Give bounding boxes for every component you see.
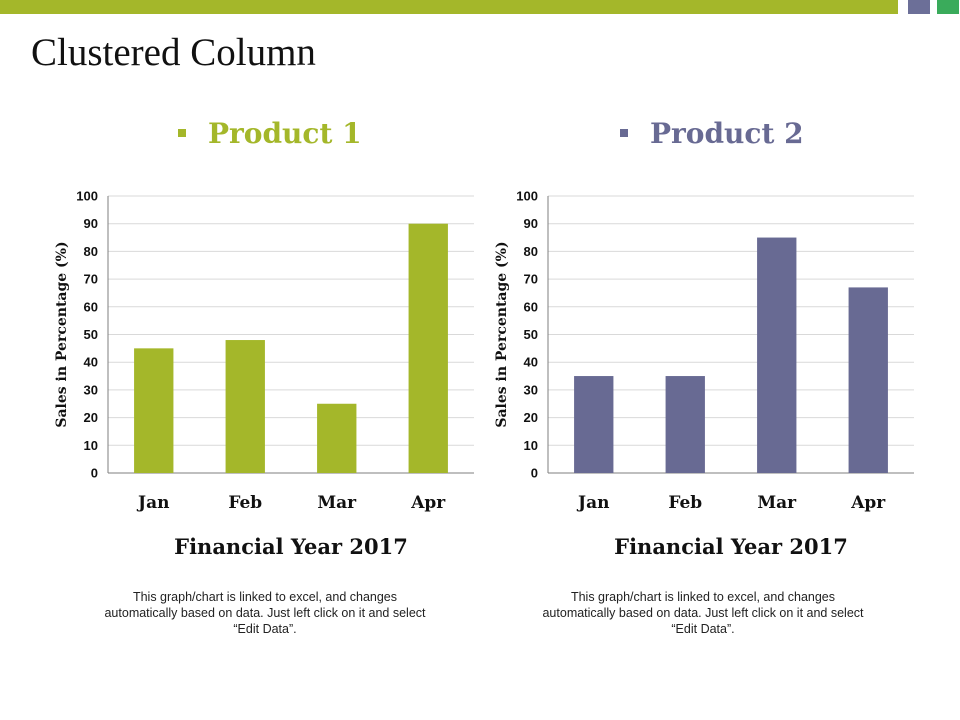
product-2-chart: 0 10 20 30 40 50 60 70 80 90 100 Jan Feb Mar Apr Financ… (494, 189, 914, 559)
legend-product-1: Product 1 (178, 114, 362, 154)
y-tick-label: 10 (524, 438, 538, 453)
y-tick-label: 100 (76, 189, 98, 204)
bar-jan (134, 348, 174, 473)
y-tick-label: 90 (84, 216, 98, 231)
product-1-chart: 0 10 20 30 40 50 60 70 80 90 100 Jan Feb Mar Apr Financ… (54, 189, 474, 559)
y-tick-label: 50 (524, 327, 538, 342)
y-tick-label: 0 (91, 466, 98, 481)
legend-label: Product 1 (208, 117, 362, 150)
y-tick-label: 90 (524, 216, 538, 231)
y-tick-label: 20 (524, 410, 538, 425)
y-tick-label: 60 (524, 299, 538, 314)
y-tick-label: 30 (524, 382, 538, 397)
x-tick-label: Feb (668, 493, 702, 513)
bar-mar (317, 403, 357, 473)
y-tick-label: 20 (84, 410, 98, 425)
x-tick-label: Jan (136, 493, 169, 513)
y-tick-label: 70 (524, 272, 538, 287)
x-tick-label: Mar (757, 493, 797, 513)
accent-square-purple (908, 0, 930, 14)
bar-apr (848, 287, 888, 473)
legend-square-icon (178, 128, 186, 137)
y-tick-label: 80 (524, 244, 538, 259)
top-accent-bar (0, 0, 898, 14)
legend-square-icon (620, 128, 628, 137)
legend-label: Product 2 (650, 117, 804, 150)
x-tick-label: Jan (576, 493, 609, 513)
y-tick-label: 40 (84, 355, 98, 370)
x-tick-label: Apr (410, 493, 446, 513)
x-axis-title: Financial Year 2017 (614, 534, 848, 559)
y-tick-label: 60 (84, 299, 98, 314)
bar-feb (665, 376, 705, 473)
y-tick-label: 30 (84, 382, 98, 397)
accent-square-green (937, 0, 959, 14)
bar-feb (225, 340, 265, 473)
x-tick-label: Feb (228, 493, 262, 513)
y-tick-label: 80 (84, 244, 98, 259)
y-tick-label: 40 (524, 355, 538, 370)
x-tick-label: Apr (850, 493, 886, 513)
x-axis-title: Financial Year 2017 (174, 534, 408, 559)
y-tick-label: 100 (516, 189, 538, 204)
y-tick-label: 50 (84, 327, 98, 342)
legend-product-2: Product 2 (620, 114, 804, 154)
x-tick-label: Mar (317, 493, 357, 513)
y-axis-title: Sales in Percentage (%) (494, 241, 510, 427)
chart-note: This graph/chart is linked to excel, and… (104, 590, 426, 636)
chart-note: This graph/chart is linked to excel, and… (542, 590, 864, 636)
y-axis-title: Sales in Percentage (%) (54, 241, 70, 427)
y-tick-label: 0 (531, 466, 538, 481)
bar-jan (574, 376, 614, 473)
bar-apr (408, 223, 448, 473)
bar-mar (757, 237, 797, 473)
slide-title: Clustered Column (31, 31, 316, 74)
y-tick-label: 10 (84, 438, 98, 453)
y-tick-label: 70 (84, 272, 98, 287)
